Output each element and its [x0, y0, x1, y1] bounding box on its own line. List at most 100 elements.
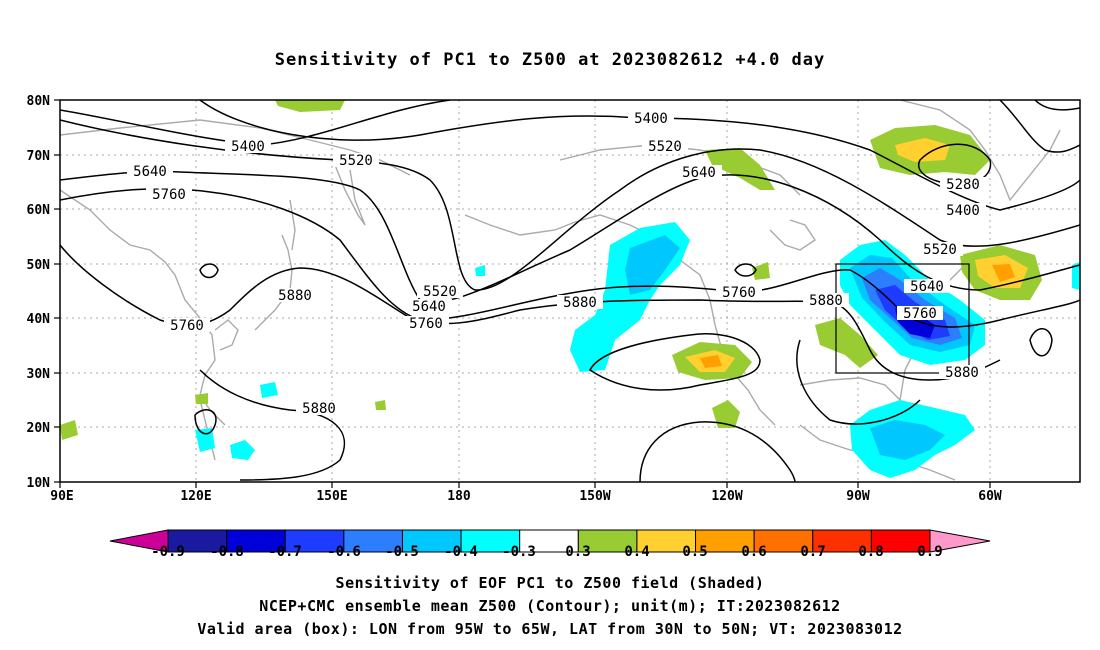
- colorbar-label: -0.8: [210, 544, 244, 560]
- contour-label-text: 5640: [412, 299, 446, 315]
- contour-label-text: 5520: [339, 153, 373, 169]
- shade-positive-small-1: [60, 420, 78, 440]
- contour-label-text: 5280: [946, 177, 980, 193]
- coast-sakhalin: [289, 199, 296, 251]
- contour-label: 5400: [628, 111, 674, 127]
- valid-area-box: [835, 263, 970, 374]
- contour-5880-d: [796, 339, 921, 425]
- shade-positive-small-3: [195, 393, 208, 404]
- shade-positive-us-south: [815, 318, 878, 368]
- contour-label: 5520: [917, 242, 963, 258]
- contour-label: 5880: [803, 293, 849, 309]
- shade-positive-small-2: [375, 400, 386, 410]
- lat-label: 30N: [27, 367, 51, 382]
- colorbar-labels: -0.9 -0.8 -0.7 -0.6 -0.5 -0.4 -0.3 0.3 0…: [151, 544, 943, 560]
- shade-negative-small-1: [230, 440, 255, 460]
- contour-label-text: 5760: [722, 285, 756, 301]
- shade-positive-atlantic-core2: [992, 264, 1015, 282]
- contour-east-1: [999, 100, 1080, 153]
- coast-greenland: [899, 100, 1061, 202]
- colorbar-cells: [167, 529, 931, 553]
- contour-small-2: [734, 263, 757, 277]
- contour-label: 5640: [904, 279, 950, 295]
- contour-label: 5760: [146, 187, 192, 203]
- contour-small-1: [199, 263, 219, 279]
- map-title: Sensitivity of PC1 to Z500 at 2023082612…: [274, 50, 826, 70]
- contour-label-text: 5640: [133, 164, 167, 180]
- colorbar-label: 0.8: [858, 544, 883, 560]
- contour-east-2: [1034, 100, 1080, 111]
- colorbar-label: -0.5: [385, 544, 419, 560]
- lat-label: 70N: [27, 149, 51, 164]
- contour-label: 5760: [716, 285, 762, 301]
- contour-label: 5640: [676, 165, 722, 181]
- contour-label: 5520: [333, 153, 379, 169]
- contour-label: 5760: [897, 306, 943, 322]
- map-frame: [59, 99, 1081, 483]
- contour-label-text: 5760: [152, 187, 186, 203]
- lon-label: 60W: [978, 489, 1002, 504]
- contour-label: 5640: [127, 164, 173, 180]
- colorbar-label: 0.7: [800, 544, 825, 560]
- contour-small-4: [194, 409, 217, 435]
- lat-label: 80N: [27, 94, 51, 109]
- contour-label-text: 5880: [945, 365, 979, 381]
- contour-label-text: 5880: [563, 295, 597, 311]
- contour-label-text: 5400: [231, 139, 265, 155]
- shade-negative-small-5: [1072, 262, 1080, 290]
- lat-label-group: 80N 70N 60N 50N 40N 30N 20N 10N: [27, 94, 51, 491]
- contour-small-3: [1029, 328, 1053, 357]
- contour-label: 5520: [417, 284, 463, 300]
- caption-shading: Sensitivity of EOF PC1 to Z500 field (Sh…: [335, 574, 765, 592]
- contour-5400-b: [199, 100, 1080, 211]
- contour-label: 5880: [557, 295, 603, 311]
- contour-label-text: 5400: [946, 203, 980, 219]
- caption-contour: NCEP+CMC ensemble mean Z500 (Contour); u…: [259, 597, 841, 615]
- contour-label-text: 5640: [910, 279, 944, 295]
- contour-5640-a: [60, 170, 1080, 303]
- axis-ticks: [54, 99, 991, 488]
- contour-label: 5760: [403, 316, 449, 332]
- shade-negative-alaska-gulf-core: [625, 235, 680, 295]
- lat-label: 50N: [27, 258, 51, 273]
- lon-label-group: 90E 120E 150E 180 150W 120W 90W 60W: [50, 489, 1002, 504]
- shade-negative-small-4: [475, 265, 485, 276]
- caption-valid-area: Valid area (box): LON from 95W to 65W, L…: [197, 620, 903, 638]
- contour-5880-a: [60, 244, 1001, 381]
- contour-label: 5880: [272, 288, 318, 304]
- lon-label: 90E: [50, 489, 73, 504]
- contour-label: 5280: [940, 177, 986, 193]
- contour-5760-a: [60, 187, 1080, 328]
- lon-label: 120W: [711, 489, 742, 504]
- contour-label-text: 5880: [809, 293, 843, 309]
- colorbar-label: -0.7: [268, 544, 302, 560]
- colorbar-label: 0.3: [565, 544, 590, 560]
- colorbar-label: -0.4: [444, 544, 478, 560]
- contour-label: 5520: [642, 139, 688, 155]
- colorbar-label: 0.9: [917, 544, 942, 560]
- colorbar-high-arrow: [929, 529, 991, 553]
- colorbar-label: 0.5: [682, 544, 707, 560]
- contour-label: 5880: [296, 401, 342, 417]
- lon-label: 90W: [846, 489, 870, 504]
- contour-label: 5640: [406, 299, 452, 315]
- shade-negative-small-3: [195, 428, 215, 452]
- coast-korea-china: [214, 319, 239, 351]
- contour-5880-b: [199, 369, 346, 481]
- lat-label: 20N: [27, 421, 51, 436]
- contour-5880-c: [589, 333, 761, 391]
- colorbar-label: -0.9: [151, 544, 185, 560]
- colorbar: -0.9 -0.8 -0.7 -0.6 -0.5 -0.4 -0.3 0.3 0…: [109, 529, 991, 560]
- coast-kamchatka: [334, 164, 366, 226]
- lat-label: 10N: [27, 476, 51, 491]
- shade-positive-greenland-core: [895, 138, 950, 162]
- contour-label-text: 5520: [923, 242, 957, 258]
- contour-label-text: 5760: [409, 316, 443, 332]
- coast-asia-east: [60, 189, 226, 426]
- lon-label: 120E: [180, 489, 211, 504]
- contour-label-text: 5400: [634, 111, 668, 127]
- shade-negative-small-2: [260, 382, 278, 398]
- contour-label: 5880: [939, 365, 985, 381]
- lat-label: 40N: [27, 312, 51, 327]
